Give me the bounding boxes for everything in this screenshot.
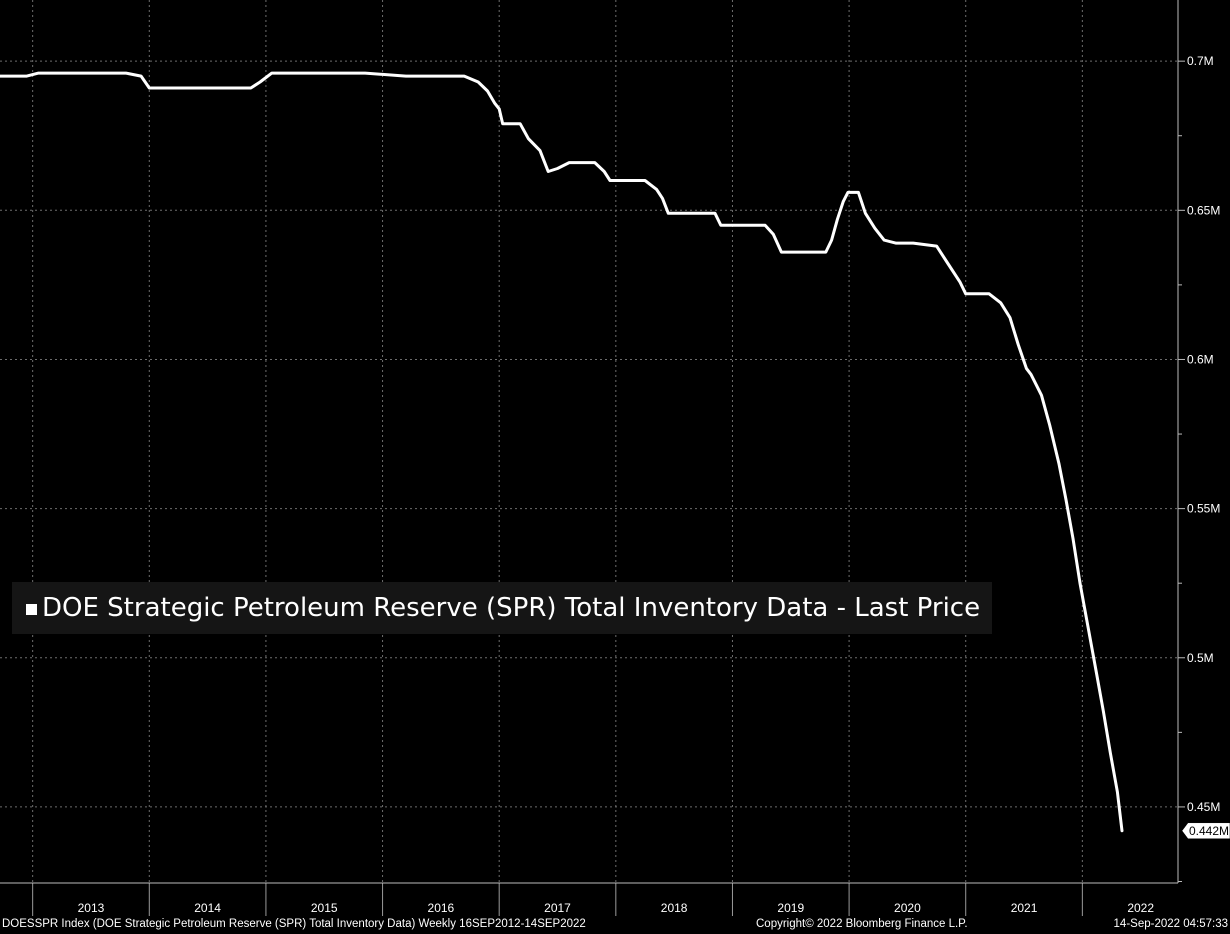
footer-description: DOESSPR Index (DOE Strategic Petroleum R…	[2, 918, 586, 930]
footer-timestamp: 14-Sep-2022 04:57:33	[1113, 918, 1228, 930]
x-tick-label: 2017	[544, 901, 571, 915]
x-tick-label: 2016	[428, 901, 455, 915]
legend-swatch	[26, 603, 37, 615]
x-tick-label: 2015	[311, 901, 338, 915]
y-tick-label: 0.65M	[1187, 203, 1220, 217]
y-tick-label: 0.6M	[1187, 352, 1214, 366]
legend-label: DOE Strategic Petroleum Reserve (SPR) To…	[42, 593, 981, 623]
x-tick-label: 2022	[1127, 901, 1154, 915]
series	[0, 71, 1124, 833]
last-value-label: 0.442M	[1189, 824, 1229, 838]
y-tick-label: 0.55M	[1187, 502, 1220, 516]
x-tick-label: 2020	[894, 901, 921, 915]
x-tick-label: 2019	[777, 901, 804, 915]
last-value-tag	[1181, 822, 1230, 840]
legend: DOE Strategic Petroleum Reserve (SPR) To…	[12, 582, 993, 634]
labels: 0.45M 0.5M 0.55M 0.6M 0.65M 0.7M 2013 2014 2015 2…	[78, 54, 1230, 915]
y-tick-label: 0.7M	[1187, 54, 1214, 68]
footer-copyright: Copyright© 2022 Bloomberg Finance L.P.	[756, 918, 968, 930]
x-tick-label: 2021	[1011, 901, 1038, 915]
x-tick-label: 2018	[661, 901, 688, 915]
y-tick-label: 0.5M	[1187, 651, 1214, 665]
footer: DOESSPR Index (DOE Strategic Petroleum R…	[0, 916, 1230, 934]
x-tick-label: 2014	[194, 901, 221, 915]
series-line	[0, 71, 1124, 833]
gridlines	[0, 0, 1178, 883]
x-tick-label: 2013	[78, 901, 105, 915]
axes	[0, 0, 1185, 916]
y-tick-label: 0.45M	[1187, 800, 1220, 814]
